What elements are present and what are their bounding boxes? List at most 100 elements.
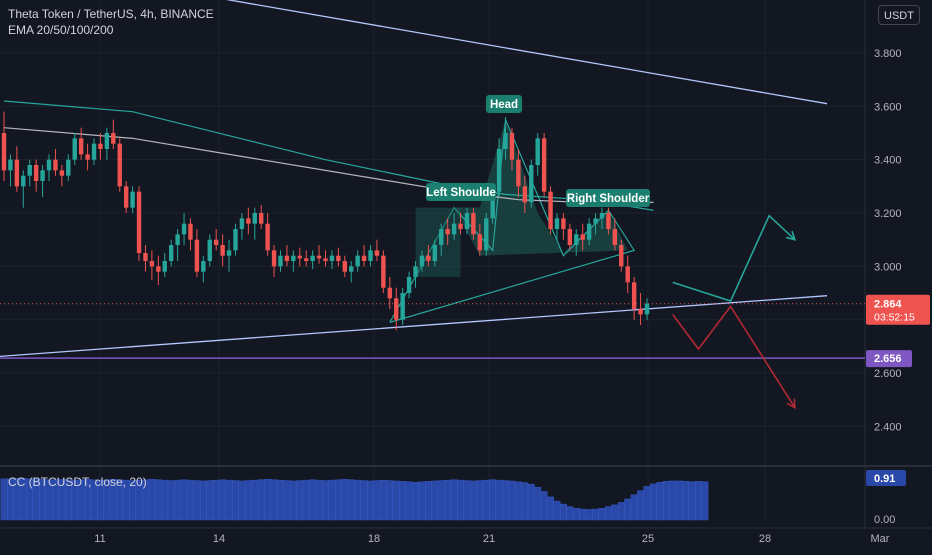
candle-body bbox=[323, 258, 328, 262]
candle-body bbox=[561, 218, 566, 230]
oscillator-bar bbox=[315, 479, 323, 521]
candle bbox=[130, 186, 135, 214]
candle-body bbox=[271, 250, 277, 267]
candle-body bbox=[458, 223, 463, 230]
oscillator-bar bbox=[360, 480, 368, 521]
oscillator-value-label: 0.91 bbox=[874, 473, 895, 485]
candle-body bbox=[14, 159, 20, 187]
candle-body bbox=[503, 133, 508, 150]
oscillator-bar bbox=[637, 490, 644, 521]
candle-body bbox=[567, 229, 573, 246]
candle-body bbox=[213, 239, 219, 246]
candle-body bbox=[625, 266, 630, 283]
candle-body bbox=[529, 165, 534, 203]
candle-body bbox=[284, 255, 290, 262]
candle bbox=[226, 239, 232, 272]
projection-down-arrow bbox=[672, 304, 796, 410]
oscillator-bar bbox=[521, 482, 529, 521]
candle bbox=[33, 159, 39, 192]
candle bbox=[85, 143, 90, 171]
candle-body bbox=[297, 255, 302, 259]
candle bbox=[580, 223, 585, 251]
candle-body bbox=[40, 170, 45, 182]
candle bbox=[323, 250, 328, 267]
candle-body bbox=[72, 138, 77, 160]
candle bbox=[599, 207, 605, 230]
candle bbox=[419, 250, 425, 272]
oscillator-bar bbox=[373, 480, 381, 521]
price-tick-label: 2.400 bbox=[874, 421, 902, 433]
candle-body bbox=[631, 282, 637, 310]
candle bbox=[310, 250, 315, 270]
candle bbox=[413, 261, 418, 288]
head-label: Head bbox=[486, 95, 522, 113]
candle-body bbox=[98, 143, 103, 150]
oscillator-bar bbox=[347, 479, 355, 521]
oscillator-bar bbox=[675, 480, 683, 521]
price-tick-label: 3.200 bbox=[874, 208, 902, 220]
candle-body bbox=[432, 245, 438, 262]
oscillator-bar bbox=[534, 487, 542, 521]
oscillator-bar bbox=[206, 480, 214, 521]
oscillator-bar bbox=[688, 481, 696, 521]
oscillator-bar bbox=[167, 480, 175, 521]
oscillator-bar bbox=[701, 481, 709, 521]
candle bbox=[445, 218, 450, 246]
candle bbox=[21, 170, 26, 208]
candle bbox=[156, 255, 161, 286]
candle bbox=[304, 250, 309, 267]
candle bbox=[541, 133, 547, 198]
right-shoulder-label-bg bbox=[566, 189, 650, 207]
oscillator-bar bbox=[431, 480, 439, 521]
oscillator-bar bbox=[469, 480, 477, 521]
candle-body bbox=[400, 293, 405, 320]
candle-body bbox=[162, 261, 167, 272]
candle bbox=[91, 138, 97, 166]
oscillator-bar bbox=[585, 509, 593, 521]
symbol-title[interactable]: Theta Token / TetherUS, 4h, BINANCE bbox=[8, 7, 214, 21]
oscillator-bar bbox=[617, 502, 625, 521]
candle-body bbox=[368, 250, 373, 262]
chart-legend: Theta Token / TetherUS, 4h, BINANCE EMA … bbox=[8, 6, 214, 38]
oscillator-bar bbox=[238, 480, 246, 521]
currency-button[interactable]: USDT bbox=[878, 5, 920, 25]
candle bbox=[27, 159, 32, 187]
oscillator-bar bbox=[515, 481, 522, 521]
indicator-legend[interactable]: EMA 20/50/100/200 bbox=[8, 23, 114, 37]
candle bbox=[316, 245, 322, 264]
candle-body bbox=[406, 277, 412, 294]
projection-up-arrow bbox=[672, 214, 797, 303]
pattern-labels: Head Left Shoulde Right Shoulder bbox=[426, 95, 650, 207]
candle-body bbox=[207, 239, 212, 262]
axes: 3.800 3.600 3.400 3.200 3.000 2.600 2.400 2.864… bbox=[94, 48, 930, 545]
candle-body bbox=[226, 250, 232, 256]
oscillator-bar bbox=[418, 481, 426, 521]
candle bbox=[98, 133, 103, 160]
candle-body bbox=[123, 186, 129, 208]
oscillator-bar bbox=[399, 481, 407, 521]
candle bbox=[181, 213, 187, 246]
price-tick-label: 3.400 bbox=[874, 155, 902, 167]
candle-body bbox=[644, 303, 650, 315]
candle bbox=[381, 250, 386, 294]
candle bbox=[14, 146, 20, 192]
candle bbox=[233, 223, 238, 256]
grid bbox=[0, 0, 932, 529]
oscillator-legend[interactable]: CC (BTCUSDT, close, 20) bbox=[8, 475, 147, 489]
candle-body bbox=[168, 245, 174, 262]
oscillator-value-tag bbox=[866, 470, 906, 486]
candle bbox=[471, 207, 476, 240]
time-tick-label: 21 bbox=[483, 533, 495, 545]
oscillator-bar bbox=[643, 486, 651, 521]
candle bbox=[1, 111, 7, 182]
oscillator-bar bbox=[630, 494, 638, 521]
candle bbox=[123, 181, 129, 214]
oscillator-bar bbox=[289, 480, 297, 521]
oscillator-bar bbox=[148, 479, 156, 521]
candle-body bbox=[27, 165, 32, 176]
candle-body bbox=[291, 255, 296, 262]
candle-body bbox=[516, 159, 521, 187]
oscillator-bar bbox=[212, 479, 220, 521]
